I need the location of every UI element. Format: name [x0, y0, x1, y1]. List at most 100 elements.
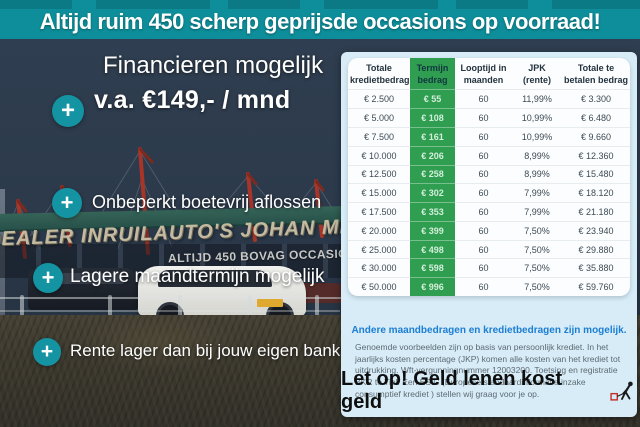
- table-cell: 60: [455, 277, 512, 296]
- fence-post: [20, 295, 24, 317]
- table-cell: 60: [455, 202, 512, 222]
- table-cell: € 498: [410, 239, 455, 259]
- finance-table-card: Totale kredietbedrag Termijn bedrag Loop…: [348, 58, 630, 296]
- table-cell: € 12.500: [348, 164, 410, 184]
- disclaimer-highlight: Andere maandbedragen en kredietbedragen …: [351, 325, 627, 336]
- table-cell: 10,99%: [512, 108, 562, 128]
- table-cell: € 20.000: [348, 220, 410, 241]
- table-cell: 10,99%: [512, 126, 562, 147]
- table-row: € 5.000 € 108 60 10,99% € 6.480: [348, 108, 630, 128]
- table-cell: € 7.500: [348, 126, 410, 147]
- col-header-totaal: Totale te betalen bedrag: [564, 63, 629, 85]
- usp-item-2: Lagere maandtermijn mogelijk: [70, 266, 325, 287]
- table-cell: € 12.360: [562, 145, 630, 165]
- table-row: € 17.500 € 353 60 7,99% € 21.180: [348, 202, 630, 222]
- table-cell: € 25.000: [348, 239, 410, 259]
- table-cell: € 17.500: [348, 202, 410, 222]
- fence-post: [315, 295, 319, 317]
- plus-icon: +: [33, 263, 63, 293]
- table-cell: € 161: [410, 126, 455, 147]
- finance-table-body: € 2.500 € 55 60 11,99% € 3.300 € 5.000 € 108 60…: [348, 89, 630, 296]
- usp-item-3: Rente lager dan bij jouw eigen bank: [70, 341, 341, 360]
- license-plate: [257, 299, 283, 307]
- table-cell: € 598: [410, 258, 455, 278]
- table-cell: € 10.000: [348, 145, 410, 165]
- col-header-jpk: JPK (rente): [522, 63, 551, 85]
- usp-item-1: Onbeperkt boetevrij aflossen: [92, 192, 322, 212]
- finance-table: Totale kredietbedrag Termijn bedrag Loop…: [348, 58, 630, 296]
- finance-panel: Totale kredietbedrag Termijn bedrag Loop…: [341, 52, 637, 417]
- geld-lenen-kost-geld-icon: [610, 381, 634, 401]
- fence-rail-low: [0, 310, 340, 312]
- table-cell: € 2.500: [348, 89, 410, 109]
- fence-rail: [0, 297, 345, 299]
- top-banner: Altijd ruim 450 scherp geprijsde occasio…: [0, 0, 640, 39]
- financing-price: v.a. €149,- / mnd: [94, 86, 291, 114]
- table-cell: 7,50%: [512, 277, 562, 296]
- plus-glyph: +: [41, 265, 55, 290]
- col-header-kredietbedrag: Totale kredietbedrag: [350, 63, 410, 85]
- table-cell: € 996: [410, 277, 455, 296]
- table-cell: 60: [455, 145, 512, 165]
- table-cell: € 23.940: [562, 220, 630, 241]
- plus-glyph: +: [60, 97, 75, 124]
- table-cell: € 30.000: [348, 258, 410, 278]
- table-cell: 8,99%: [512, 145, 562, 165]
- table-row: € 10.000 € 206 60 8,99% € 12.360: [348, 145, 630, 165]
- table-cell: € 108: [410, 108, 455, 128]
- table-cell: € 399: [410, 220, 455, 241]
- table-cell: € 35.880: [562, 258, 630, 278]
- table-cell: € 59.760: [562, 277, 630, 296]
- table-cell: 7,99%: [512, 183, 562, 203]
- table-cell: 60: [455, 183, 512, 203]
- table-cell: 7,50%: [512, 258, 562, 278]
- credit-warning: Let op! Geld lenen kost geld: [341, 368, 637, 414]
- table-cell: € 206: [410, 145, 455, 165]
- table-row: € 2.500 € 55 60 11,99% € 3.300: [348, 89, 630, 109]
- table-cell: 60: [455, 89, 512, 109]
- table-cell: 60: [455, 164, 512, 184]
- table-cell: € 3.300: [562, 89, 630, 109]
- table-cell: € 353: [410, 202, 455, 222]
- table-cell: 7,50%: [512, 220, 562, 241]
- table-cell: € 5.000: [348, 108, 410, 128]
- table-cell: € 9.660: [562, 126, 630, 147]
- fence-post: [108, 295, 112, 317]
- table-cell: 7,99%: [512, 202, 562, 222]
- table-row: € 15.000 € 302 60 7,99% € 18.120: [348, 183, 630, 203]
- table-cell: 60: [455, 220, 512, 241]
- table-cell: € 18.120: [562, 183, 630, 203]
- fence-post: [248, 295, 252, 317]
- table-cell: € 6.480: [562, 108, 630, 128]
- table-cell: 60: [455, 126, 512, 147]
- fence-post: [178, 295, 182, 317]
- table-row: € 50.000 € 996 60 7,50% € 59.760: [348, 277, 630, 296]
- table-row: € 12.500 € 258 60 8,99% € 15.480: [348, 164, 630, 184]
- table-cell: 11,99%: [512, 89, 562, 109]
- table-cell: 60: [455, 258, 512, 278]
- plus-icon: +: [33, 338, 61, 366]
- table-cell: € 50.000: [348, 277, 410, 296]
- table-cell: € 55: [410, 89, 455, 109]
- banner-text: Altijd ruim 450 scherp geprijsde occasio…: [39, 9, 601, 34]
- col-header-looptijd: Looptijd in maanden: [460, 63, 507, 85]
- table-cell: 7,50%: [512, 239, 562, 259]
- table-cell: € 15.000: [348, 183, 410, 203]
- table-cell: € 29.880: [562, 239, 630, 259]
- plus-glyph: +: [40, 340, 54, 363]
- table-cell: 60: [455, 239, 512, 259]
- disclaimer-body: Genoemde voorbeelden zijn op basis van p…: [355, 342, 621, 399]
- table-cell: € 15.480: [562, 164, 630, 184]
- col-header-termijnbedrag: Termijn bedrag: [416, 63, 449, 85]
- table-cell: 8,99%: [512, 164, 562, 184]
- table-row: € 20.000 € 399 60 7,50% € 23.940: [348, 220, 630, 241]
- plus-glyph: +: [60, 190, 74, 215]
- table-cell: € 302: [410, 183, 455, 203]
- table-header-row: Totale kredietbedrag Termijn bedrag Loop…: [348, 58, 630, 90]
- table-row: € 25.000 € 498 60 7,50% € 29.880: [348, 239, 630, 259]
- table-cell: € 21.180: [562, 202, 630, 222]
- credit-warning-text: Let op! Geld lenen kost geld: [341, 368, 563, 413]
- table-row: € 30.000 € 598 60 7,50% € 35.880: [348, 258, 630, 278]
- financing-title: Financieren mogelijk: [103, 52, 324, 79]
